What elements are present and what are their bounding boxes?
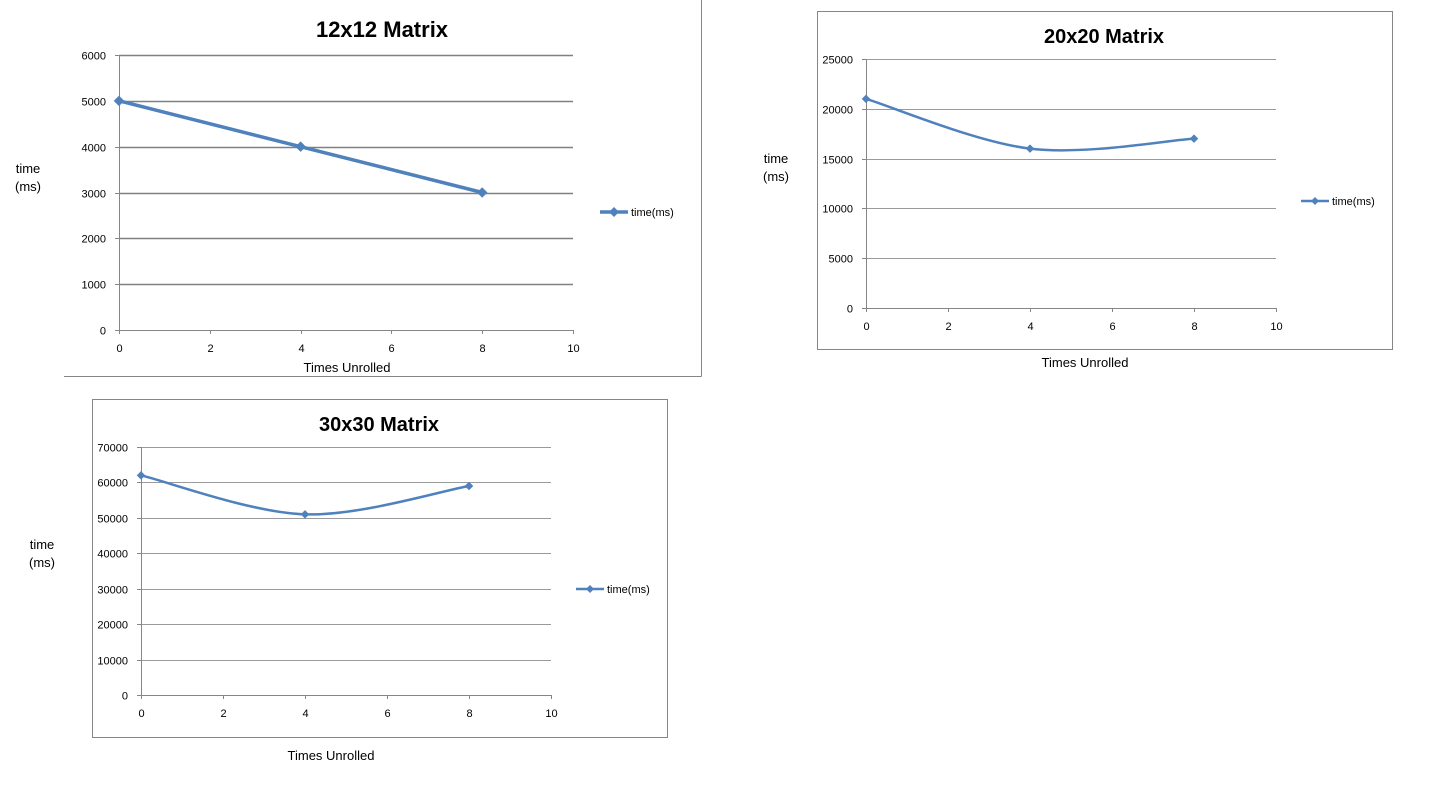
legend-marker — [609, 207, 619, 217]
y-tick-label: 0 — [122, 691, 128, 703]
y-tick-label: 30000 — [97, 585, 128, 597]
y-tick-label: 70000 — [97, 443, 128, 455]
chart-1: 0 1000 2000 3000 4000 5000 6000 0 2 4 6 8 10 12x12 Ma… — [15, 0, 702, 377]
x-tick-label: 4 — [298, 343, 304, 355]
y-tick-label: 50000 — [97, 514, 128, 526]
series-line — [864, 97, 1196, 152]
y-tick-label: 5000 — [82, 97, 106, 109]
chart-title: 30x30 Matrix — [319, 414, 439, 436]
series-line — [139, 474, 471, 516]
x-axis-label: Times Unrolled — [1042, 355, 1129, 370]
x-tick-label: 8 — [1191, 321, 1197, 333]
chart-title: 20x20 Matrix — [1044, 26, 1164, 48]
x-tick-label: 6 — [388, 343, 394, 355]
x-tick-label: 6 — [1109, 321, 1115, 333]
x-tick-label: 10 — [567, 343, 579, 355]
y-tick-label: 25000 — [822, 55, 853, 67]
chart-title: 12x12 Matrix — [316, 17, 449, 42]
chart-2: 0 5000 10000 15000 20000 25000 0 2 4 6 8 10 20x20 Ma… — [763, 11, 1393, 370]
x-axis-label: Times Unrolled — [304, 360, 391, 375]
y-tick-label: 0 — [847, 304, 853, 316]
y-axis-label: time — [764, 151, 789, 166]
chart-3: 0 10000 20000 30000 40000 50000 60000 70000 0 2 4 6… — [29, 399, 668, 763]
y-tick-label: 4000 — [82, 143, 106, 155]
x-tick-label: 8 — [479, 343, 485, 355]
x-tick-label: 0 — [116, 343, 122, 355]
legend-label: time(ms) — [631, 207, 674, 219]
y-tick-label: 40000 — [97, 549, 128, 561]
legend-marker — [586, 585, 594, 593]
x-axis-label: Times Unrolled — [288, 748, 375, 763]
y-tick-label: 2000 — [82, 234, 106, 246]
x-tick-label: 2 — [207, 343, 213, 355]
data-point-marker — [136, 470, 146, 480]
y-tick-label: 10000 — [97, 656, 128, 668]
y-tick-label: 60000 — [97, 478, 128, 490]
legend-marker — [1311, 197, 1319, 205]
data-point-marker — [1189, 134, 1199, 144]
y-tick-label: 6000 — [82, 51, 106, 63]
y-tick-label: 3000 — [82, 189, 106, 201]
chart-frame — [92, 399, 668, 738]
y-axis-label: time — [16, 161, 41, 176]
x-tick-label: 0 — [138, 708, 144, 720]
x-tick-label: 10 — [545, 708, 557, 720]
x-tick-label: 6 — [384, 708, 390, 720]
data-point-marker — [295, 141, 306, 153]
y-tick-label: 5000 — [829, 254, 853, 266]
data-point-marker — [300, 509, 310, 519]
x-tick-label: 4 — [1027, 321, 1033, 333]
y-axis-label: time — [30, 537, 55, 552]
y-tick-label: 20000 — [97, 620, 128, 632]
data-point-marker — [476, 187, 488, 198]
data-point-marker — [861, 94, 871, 104]
x-tick-label: 2 — [945, 321, 951, 333]
x-tick-label: 8 — [466, 708, 472, 720]
x-tick-label: 2 — [220, 708, 226, 720]
y-axis-label: (ms) — [15, 179, 41, 194]
legend-label: time(ms) — [607, 584, 650, 596]
legend-label: time(ms) — [1332, 196, 1375, 208]
data-point-marker — [113, 95, 125, 107]
chart-frame — [817, 11, 1393, 350]
y-tick-label: 1000 — [82, 280, 106, 292]
x-tick-label: 0 — [863, 321, 869, 333]
y-tick-label: 0 — [100, 326, 106, 338]
y-tick-label: 20000 — [822, 105, 853, 117]
x-tick-label: 10 — [1270, 321, 1282, 333]
x-tick-label: 4 — [302, 708, 308, 720]
data-point-marker — [1025, 144, 1035, 153]
y-axis-label: (ms) — [763, 169, 789, 184]
y-tick-label: 15000 — [822, 155, 853, 167]
y-axis-label: (ms) — [29, 555, 55, 570]
y-tick-label: 10000 — [822, 204, 853, 216]
data-point-marker — [464, 481, 474, 491]
